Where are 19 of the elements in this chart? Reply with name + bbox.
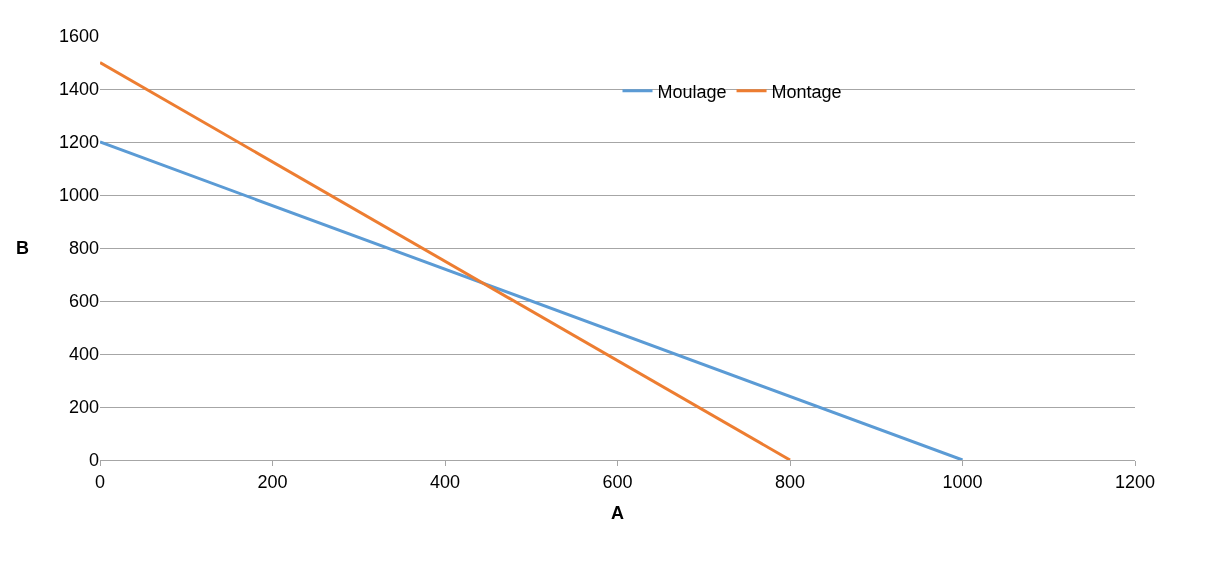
y-tick-label: 1600 <box>58 26 99 47</box>
y-tick-label: 400 <box>68 344 99 365</box>
y-tick-label: 800 <box>68 238 99 259</box>
y-tick-label: 1000 <box>58 185 99 206</box>
x-tick-label: 800 <box>774 471 806 492</box>
legend-label: Montage <box>771 81 842 102</box>
x-tick-label: 1000 <box>942 471 983 492</box>
legend-label: Moulage <box>657 81 727 102</box>
y-tick-label: 1200 <box>58 132 99 153</box>
x-tick-label: 200 <box>257 471 288 492</box>
y-tick-label: 600 <box>68 291 99 312</box>
y-tick-label: 200 <box>68 397 99 418</box>
y-tick-label: 1400 <box>58 79 99 100</box>
x-tick-label: 1200 <box>1114 471 1156 492</box>
y-tick-label: 0 <box>88 450 99 471</box>
x-tick-label: 400 <box>429 471 461 492</box>
y-axis-title: B <box>16 238 29 258</box>
x-axis-title: A <box>611 502 624 523</box>
x-tick-label: 600 <box>602 471 633 492</box>
